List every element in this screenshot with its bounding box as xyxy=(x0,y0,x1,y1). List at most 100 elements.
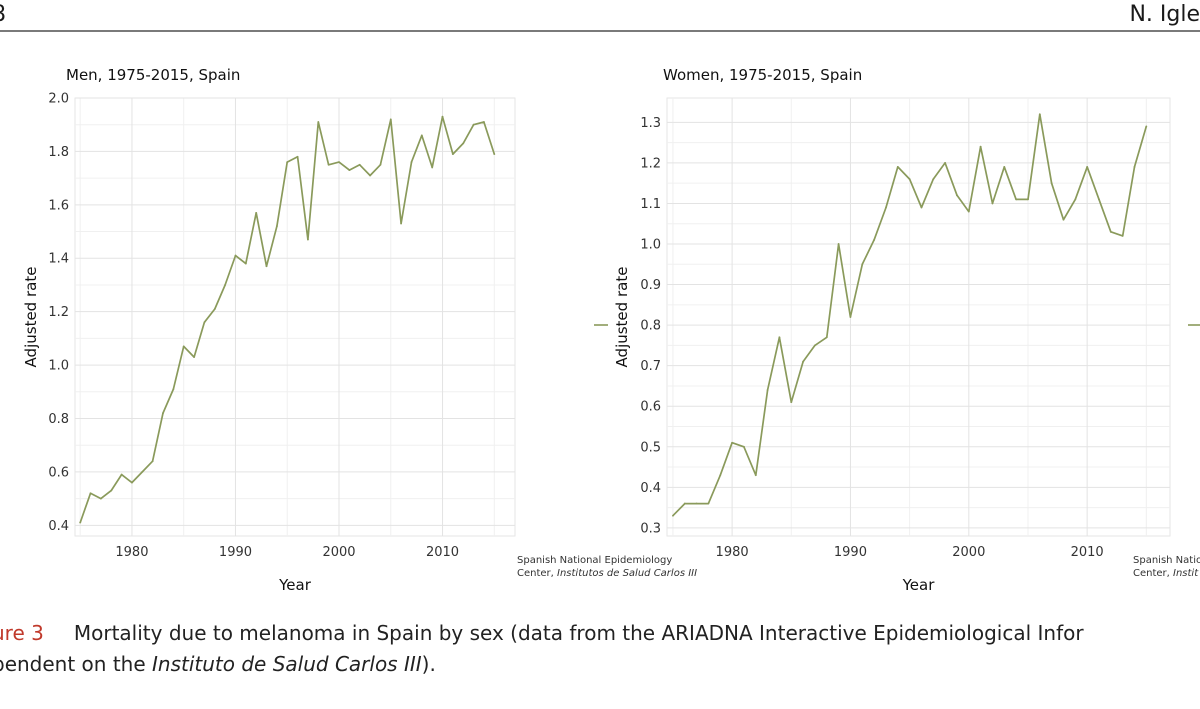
y-tick-label: 1.4 xyxy=(48,252,69,267)
source-note-line-1: Spanish Natio xyxy=(1133,555,1200,566)
y-tick-label: 1.0 xyxy=(48,359,69,374)
x-tick-label: 1990 xyxy=(834,545,867,560)
data-point xyxy=(431,166,434,169)
y-tick-label: 1.6 xyxy=(48,198,69,213)
y-tick-label: 1.2 xyxy=(640,156,661,171)
data-point xyxy=(1145,125,1148,128)
data-point xyxy=(462,142,465,145)
data-point xyxy=(338,161,340,163)
data-point xyxy=(1015,198,1018,201)
y-axis-label: Adjusted rate xyxy=(22,267,40,368)
data-point xyxy=(275,225,278,228)
header-rule xyxy=(0,30,1200,32)
data-point xyxy=(956,194,958,197)
data-point xyxy=(307,238,309,241)
data-point xyxy=(244,262,247,265)
data-point xyxy=(1109,230,1112,233)
y-tick-label: 1.2 xyxy=(48,305,69,320)
data-point xyxy=(327,163,330,166)
x-tick-label: 2010 xyxy=(426,545,459,560)
y-tick-label: 0.7 xyxy=(640,359,661,374)
x-tick-label: 1980 xyxy=(115,545,148,560)
y-tick-label: 1.8 xyxy=(48,145,69,160)
data-point xyxy=(389,118,392,121)
data-point xyxy=(802,360,805,363)
data-point xyxy=(224,284,227,286)
data-point xyxy=(967,210,970,213)
x-tick-label: 1980 xyxy=(716,545,749,560)
caption-label: ure 3 xyxy=(0,621,44,645)
data-point xyxy=(317,121,320,123)
data-point xyxy=(1062,218,1065,221)
data-point xyxy=(825,336,828,339)
data-point xyxy=(234,254,237,257)
plot-area xyxy=(74,97,516,537)
chart-0: 0.4 0.6 0.8 1.0 1.2 1.4 1.6 1.8 2.0 1980 1990 2000 2… xyxy=(22,66,697,594)
data-point xyxy=(420,134,423,137)
data-point xyxy=(1098,198,1100,201)
x-axis-label: Year xyxy=(278,576,312,594)
data-point xyxy=(1038,113,1041,116)
y-tick-label: 0.9 xyxy=(640,278,661,293)
data-point xyxy=(483,121,485,123)
data-point xyxy=(908,178,911,181)
x-tick-label: 2000 xyxy=(322,545,355,560)
data-point xyxy=(849,316,852,318)
y-tick-label: 2.0 xyxy=(48,92,69,107)
data-point xyxy=(814,344,816,347)
data-point xyxy=(99,497,102,500)
figure-caption: ure 3 Mortality due to melanoma in Spain … xyxy=(0,618,1200,680)
data-point xyxy=(296,155,299,158)
data-point xyxy=(1133,166,1136,168)
source-note-line-2: Center, Instit xyxy=(1133,568,1199,579)
data-point xyxy=(1027,198,1029,201)
data-point xyxy=(896,166,899,168)
data-point xyxy=(707,502,710,505)
x-tick-label: 2000 xyxy=(952,545,985,560)
data-point xyxy=(991,202,994,205)
data-point xyxy=(286,161,289,163)
source-note-line-1: Spanish National Epidemiology xyxy=(517,555,672,566)
caption-text-2a: pendent on the xyxy=(0,652,152,676)
caption-line-2: pendent on the Instituto de Salud Carlos… xyxy=(0,649,1200,680)
y-tick-label: 1.0 xyxy=(640,238,661,253)
data-point xyxy=(754,474,757,477)
data-point xyxy=(358,163,361,166)
y-tick-label: 0.6 xyxy=(48,465,69,480)
data-point xyxy=(131,481,133,484)
data-point xyxy=(766,389,769,391)
running-author: N. Igle xyxy=(1129,2,1200,27)
data-point xyxy=(695,502,698,505)
caption-text-2b: Instituto de Salud Carlos III xyxy=(152,652,422,676)
chart-title: Women, 1975-2015, Spain xyxy=(663,66,862,84)
x-axis-label: Year xyxy=(902,576,936,594)
data-point xyxy=(1086,166,1089,168)
data-point xyxy=(885,206,887,209)
data-point xyxy=(1003,166,1006,168)
source-note-line-2: Center, Institutos de Salud Carlos III xyxy=(517,568,697,579)
plot-area xyxy=(666,97,1171,537)
caption-text-1: Mortality due to melanoma in Spain by se… xyxy=(73,621,1084,645)
data-point xyxy=(400,222,403,225)
data-point xyxy=(790,401,793,404)
caption-line-1: ure 3 Mortality due to melanoma in Spain … xyxy=(0,618,1200,649)
data-point xyxy=(441,115,444,118)
data-point xyxy=(265,265,268,268)
data-point xyxy=(451,153,454,155)
data-point xyxy=(110,489,113,492)
data-point xyxy=(182,345,185,348)
chart-1: 0.3 0.4 0.5 0.6 0.7 0.8 0.9 1.0 1.1 1.2 1.3 1980 199… xyxy=(613,66,1200,594)
data-point xyxy=(1050,182,1053,185)
data-point xyxy=(472,123,475,126)
data-point xyxy=(672,514,674,517)
data-point xyxy=(348,169,351,172)
y-axis-label: Adjusted rate xyxy=(613,267,631,368)
data-point xyxy=(151,460,154,463)
data-point xyxy=(493,153,496,155)
y-tick-label: 1.3 xyxy=(640,116,661,131)
y-tick-label: 0.8 xyxy=(48,412,69,427)
data-point xyxy=(410,161,413,163)
data-point xyxy=(944,161,947,164)
y-tick-label: 0.6 xyxy=(640,400,661,415)
data-point xyxy=(920,206,923,209)
